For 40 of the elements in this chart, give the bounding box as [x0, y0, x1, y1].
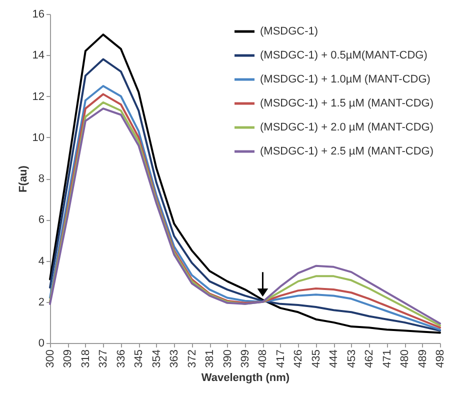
- y-tick-label: 8: [38, 173, 44, 185]
- y-tick-label: 12: [32, 90, 44, 103]
- legend-label: (MSDGC-1) + 0.5µM(MANT-CDG): [260, 50, 428, 62]
- y-tick-label: 4: [38, 255, 44, 268]
- x-tick-label: 462: [364, 350, 376, 368]
- x-tick-label: 408: [257, 350, 270, 368]
- x-tick-label: 390: [222, 350, 234, 368]
- y-tick-label: 2: [38, 296, 44, 308]
- x-tick-label: 300: [44, 350, 56, 368]
- x-tick-label: 363: [168, 350, 181, 368]
- x-tick-label: 354: [150, 350, 163, 368]
- legend-label: (MSDGC-1) + 2.5 µM (MANT-CDG): [260, 146, 434, 158]
- x-tick-label: 453: [346, 350, 358, 368]
- legend-label: (MSDGC-1): [260, 26, 318, 38]
- legend-label: (MSDGC-1) + 1.0µM (MANT-CDG): [260, 74, 430, 86]
- x-tick-label: 444: [328, 350, 340, 368]
- x-tick-label: 399: [240, 350, 252, 368]
- legend-label: (MSDGC-1) + 2.0 µM (MANT-CDG): [260, 122, 434, 134]
- x-tick-label: 435: [310, 350, 322, 368]
- x-tick-label: 381: [204, 350, 216, 368]
- x-tick-label: 336: [115, 350, 128, 368]
- x-tick-label: 372: [186, 350, 198, 368]
- y-tick-label: 0: [38, 338, 44, 350]
- y-tick-label: 16: [32, 8, 44, 20]
- x-tick-label: 480: [399, 350, 412, 368]
- x-tick-label: 498: [434, 350, 446, 368]
- x-tick-label: 309: [62, 350, 74, 368]
- x-tick-label: 426: [292, 350, 305, 368]
- x-tick-label: 318: [80, 350, 92, 368]
- x-tick-label: 471: [381, 350, 394, 368]
- x-tick-label: 345: [133, 350, 146, 368]
- x-tick-label: 417: [274, 350, 287, 368]
- x-axis-title: Wavelength (nm): [201, 372, 290, 384]
- x-tick-label: 489: [416, 350, 429, 368]
- y-axis-title: F(au): [17, 165, 30, 192]
- y-tick-label: 14: [32, 50, 44, 62]
- y-tick-label: 10: [32, 132, 44, 144]
- x-tick-label: 327: [98, 350, 110, 368]
- legend-label: (MSDGC-1) + 1.5 µM (MANT-CDG): [260, 98, 434, 110]
- y-tick-label: 6: [38, 214, 44, 226]
